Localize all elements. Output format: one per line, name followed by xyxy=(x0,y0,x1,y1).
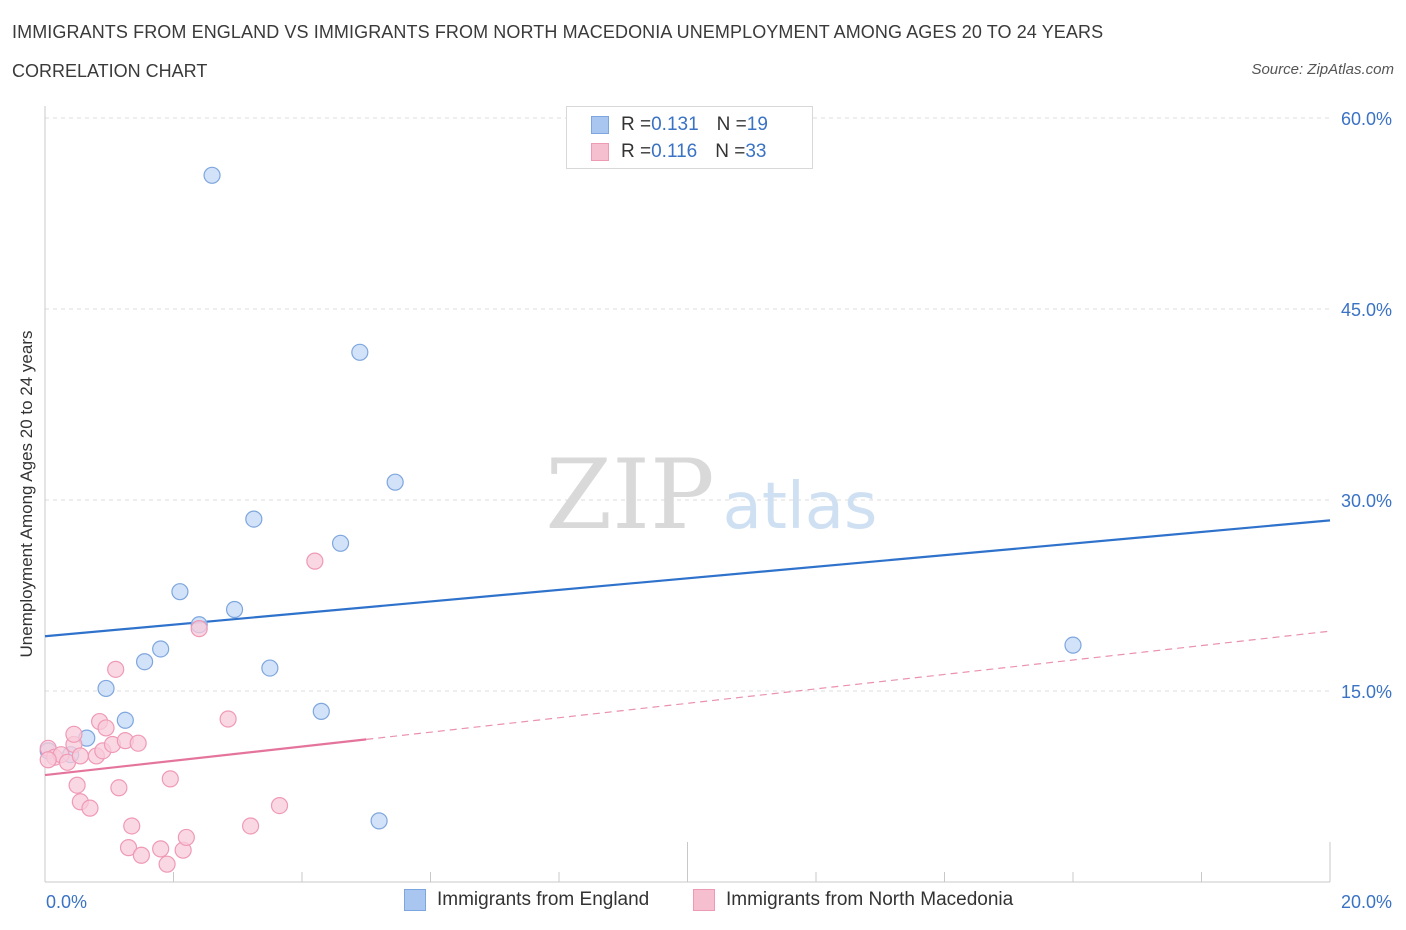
north-macedonia-point xyxy=(190,620,208,638)
legend-r-value: 0.116 xyxy=(651,141,698,162)
north-macedonia-point xyxy=(65,725,83,743)
source-label: Source: ZipAtlas.com xyxy=(1251,61,1394,78)
north-macedonia-point xyxy=(177,828,195,847)
legend-swatch-england xyxy=(591,116,609,134)
north-macedonia-point xyxy=(123,817,141,835)
north-macedonia-point xyxy=(119,839,138,857)
x-tick-label: 20.0% xyxy=(1341,892,1392,912)
north-macedonia-point xyxy=(129,734,147,752)
england-point xyxy=(386,473,404,491)
legend-item-england[interactable]: Immigrants from England xyxy=(404,889,649,911)
watermark-zip: ZIP xyxy=(545,439,714,551)
legend-label-north-macedonia: Immigrants from North Macedonia xyxy=(726,889,1014,910)
england-point xyxy=(97,679,115,698)
legend-item-north-macedonia[interactable]: Immigrants from North Macedonia xyxy=(693,889,1013,911)
y-tick-label: 30.0% xyxy=(1341,491,1392,511)
north-macedonia-point xyxy=(68,776,86,794)
trend-lines xyxy=(44,519,1331,777)
north-macedonia-point xyxy=(161,770,179,788)
legend-r-value: 0.131 xyxy=(651,114,699,135)
england-point xyxy=(152,640,170,658)
north-macedonia-point xyxy=(71,747,89,765)
north-macedonia-point xyxy=(81,799,99,817)
north-macedonia-point xyxy=(132,846,150,864)
england-point xyxy=(331,534,350,552)
legend-row-north-macedonia: R = 0.116 N = 33 xyxy=(591,139,767,165)
north-macedonia-point xyxy=(306,552,324,570)
england-point xyxy=(370,812,388,830)
legend-n-value: 33 xyxy=(745,141,767,162)
chart-title: IMMIGRANTS FROM ENGLAND VS IMMIGRANTS FR… xyxy=(12,22,1104,42)
tick-labels: 15.0% 30.0% 45.0% 60.0% 0.0% 20.0% xyxy=(46,109,1392,912)
data-points xyxy=(39,166,1082,873)
legend-row-england: R = 0.131 N = 19 xyxy=(591,112,768,138)
legend-r-label: R = xyxy=(621,141,652,162)
x-tick-label: 0.0% xyxy=(46,892,87,912)
y-tick-label: 15.0% xyxy=(1341,682,1392,702)
england-point xyxy=(261,659,279,677)
north-macedonia-point xyxy=(270,796,289,815)
north-macedonia-trend-extension xyxy=(366,630,1331,740)
legend-swatch-north-macedonia xyxy=(693,889,715,911)
north-macedonia-point xyxy=(152,840,170,858)
legend-n-label: N = xyxy=(715,141,746,162)
england-point xyxy=(351,343,369,361)
legend-swatch-england xyxy=(404,889,426,911)
north-macedonia-point xyxy=(107,660,125,678)
england-point xyxy=(312,702,330,720)
legend-label-england: Immigrants from England xyxy=(437,889,650,910)
chart-subtitle: CORRELATION CHART xyxy=(12,61,208,81)
north-macedonia-point xyxy=(110,779,128,797)
watermark: ZIP atlas xyxy=(545,439,877,551)
england-point xyxy=(1064,636,1082,654)
north-macedonia-point xyxy=(97,719,115,737)
north-macedonia-trend-line xyxy=(44,738,367,777)
england-point xyxy=(171,583,189,601)
england-point xyxy=(245,510,263,528)
axes xyxy=(44,106,1331,883)
england-point xyxy=(135,653,154,671)
england-point xyxy=(225,600,244,619)
england-point xyxy=(203,166,221,184)
watermark-atlas: atlas xyxy=(723,470,878,544)
legend-n-value: 19 xyxy=(746,114,768,135)
series-legend: Immigrants from England Immigrants from … xyxy=(0,889,1406,915)
england-point xyxy=(116,711,134,729)
y-tick-label: 45.0% xyxy=(1341,300,1392,320)
north-macedonia-point xyxy=(39,751,57,769)
correlation-legend: R = 0.131 N = 19 R = 0.116 N = 33 xyxy=(566,106,813,169)
y-tick-label: 60.0% xyxy=(1341,109,1392,129)
legend-n-label: N = xyxy=(716,114,747,135)
north-macedonia-point xyxy=(219,710,237,728)
north-macedonia-point xyxy=(242,817,260,835)
england-trend-line xyxy=(44,519,1331,638)
north-macedonia-point xyxy=(158,855,176,873)
y-axis-label: Unemployment Among Ages 20 to 24 years xyxy=(17,330,36,658)
legend-r-label: R = xyxy=(621,114,652,135)
legend-swatch-north-macedonia xyxy=(591,143,609,161)
